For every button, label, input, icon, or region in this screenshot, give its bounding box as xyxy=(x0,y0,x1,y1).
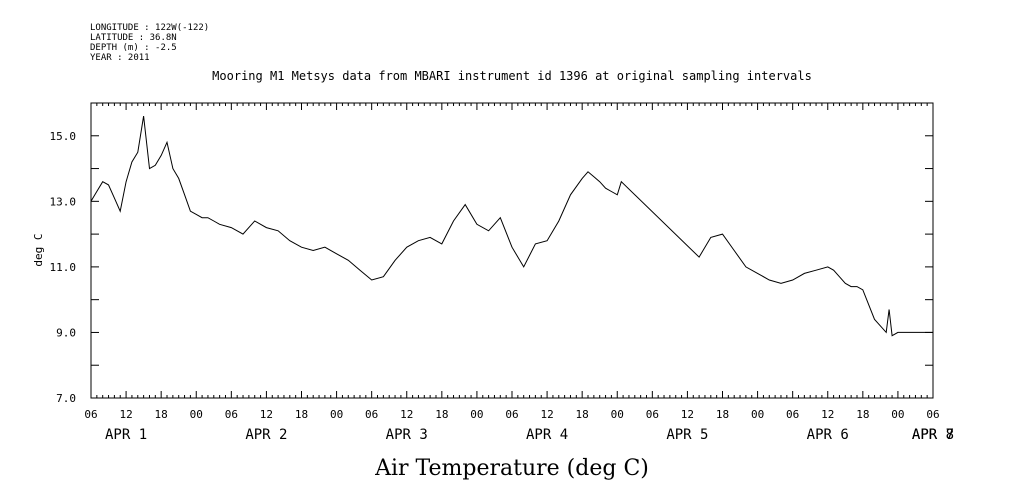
x-date-label: APR 3 xyxy=(386,427,428,443)
x-date-label: APR 1 xyxy=(105,427,147,443)
x-tick-label: 00 xyxy=(891,408,904,421)
x-tick-label: 12 xyxy=(540,408,553,421)
x-date-label: APR 4 xyxy=(526,427,568,443)
x-tick-label: 18 xyxy=(716,408,729,421)
x-tick-label: 00 xyxy=(330,408,343,421)
chart-title: Mooring M1 Metsys data from MBARI instru… xyxy=(212,69,812,83)
x-date-label: APR 7 xyxy=(912,427,954,443)
x-tick-label: 12 xyxy=(119,408,132,421)
x-tick-label: 18 xyxy=(435,408,448,421)
x-axis-label: Air Temperature (deg C) xyxy=(374,456,649,481)
x-tick-label: 18 xyxy=(295,408,308,421)
y-tick-label: 15.0 xyxy=(50,130,77,143)
x-tick-label: 18 xyxy=(576,408,589,421)
meta-depth: DEPTH (m) : -2.5 xyxy=(90,43,177,53)
x-tick-label: 12 xyxy=(681,408,694,421)
x-date-label: APR 6 xyxy=(807,427,849,443)
x-tick-label: 06 xyxy=(84,408,97,421)
y-tick-label: 11.0 xyxy=(50,261,77,274)
x-tick-labels: 06 12 18 00 06 12 18 00 06 12 18 00 06 12 18 00 06 12 18 00… xyxy=(84,408,939,421)
y-tick-label: 13.0 xyxy=(50,195,77,208)
x-date-label: APR 8 xyxy=(912,427,954,443)
x-tick-label: 12 xyxy=(400,408,413,421)
x-tick-label: 06 xyxy=(786,408,799,421)
x-date-label: APR 2 xyxy=(245,427,287,443)
y-tick-labels: 7.0 9.0 11.0 13.0 15.0 xyxy=(50,130,77,405)
x-tick-label: 12 xyxy=(260,408,273,421)
series-line xyxy=(90,116,933,337)
x-tick-label: 00 xyxy=(751,408,764,421)
x-tick-label: 00 xyxy=(190,408,203,421)
meta-latitude: LATITUDE : 36.8N xyxy=(90,33,177,43)
meta-longitude: LONGITUDE : 122W(-122) xyxy=(90,23,209,33)
x-tick-label: 06 xyxy=(365,408,378,421)
x-tick-label: 00 xyxy=(470,408,483,421)
x-tick-label: 00 xyxy=(611,408,624,421)
y-tick-label: 7.0 xyxy=(56,392,76,405)
meta-year: YEAR : 2011 xyxy=(90,53,150,63)
axis-ticks xyxy=(90,102,934,399)
plot-frame xyxy=(90,102,934,399)
x-tick-label: 06 xyxy=(646,408,659,421)
x-tick-label: 18 xyxy=(155,408,168,421)
y-tick-label: 9.0 xyxy=(56,326,76,339)
x-tick-label: 06 xyxy=(926,408,939,421)
x-tick-label: 12 xyxy=(821,408,834,421)
x-tick-label: 18 xyxy=(856,408,869,421)
x-tick-label: 06 xyxy=(225,408,238,421)
x-tick-label: 06 xyxy=(505,408,518,421)
x-date-label: APR 5 xyxy=(666,427,708,443)
y-axis-label: deg C xyxy=(32,233,45,266)
